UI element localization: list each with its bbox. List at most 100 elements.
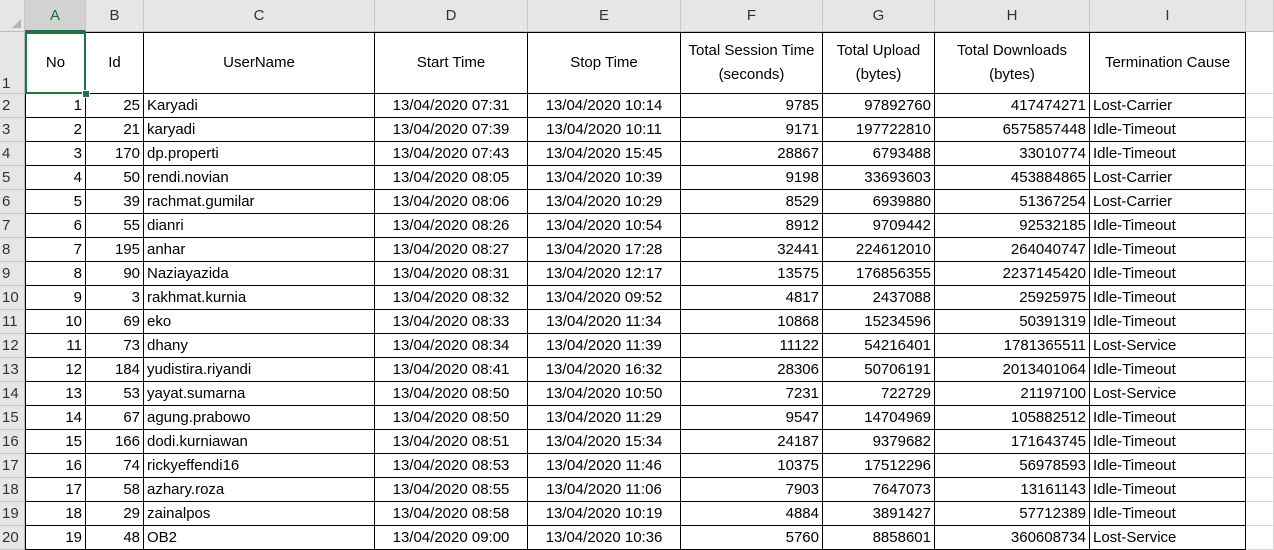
table-cell[interactable]: 3 [86, 286, 144, 310]
table-cell[interactable]: 9 [25, 286, 86, 310]
table-cell[interactable]: 39 [86, 190, 144, 214]
table-cell[interactable]: 166 [86, 430, 144, 454]
table-cell[interactable]: 13/04/2020 10:36 [528, 526, 681, 550]
table-cell[interactable]: 15234596 [823, 310, 935, 334]
table-cell[interactable]: 13/04/2020 10:54 [528, 214, 681, 238]
empty-cell[interactable] [1246, 238, 1274, 262]
table-cell[interactable]: dp.properti [144, 142, 375, 166]
table-cell[interactable]: 1 [25, 94, 86, 118]
table-cell[interactable]: 2 [25, 118, 86, 142]
table-cell[interactable]: 5760 [681, 526, 823, 550]
table-cell[interactable]: 97892760 [823, 94, 935, 118]
table-cell[interactable]: 3891427 [823, 502, 935, 526]
table-cell[interactable]: 13/04/2020 09:52 [528, 286, 681, 310]
table-cell[interactable]: 21 [86, 118, 144, 142]
table-cell[interactable]: 13/04/2020 08:06 [375, 190, 528, 214]
table-cell[interactable]: 13/04/2020 08:50 [375, 382, 528, 406]
table-cell[interactable]: Lost-Service [1090, 526, 1246, 550]
table-header-cell[interactable]: Stop Time [528, 32, 681, 94]
table-cell[interactable]: 8858601 [823, 526, 935, 550]
empty-cell[interactable] [1246, 430, 1274, 454]
table-cell[interactable]: 13/04/2020 08:51 [375, 430, 528, 454]
table-cell[interactable]: rachmat.gumilar [144, 190, 375, 214]
table-cell[interactable]: 264040747 [935, 238, 1090, 262]
table-cell[interactable]: 13/04/2020 08:05 [375, 166, 528, 190]
row-header-2[interactable]: 2 [0, 94, 25, 118]
table-cell[interactable]: 57712389 [935, 502, 1090, 526]
table-cell[interactable]: 13/04/2020 08:31 [375, 262, 528, 286]
row-header-12[interactable]: 12 [0, 334, 25, 358]
table-cell[interactable]: OB2 [144, 526, 375, 550]
empty-cell[interactable] [1246, 502, 1274, 526]
table-cell[interactable]: 224612010 [823, 238, 935, 262]
table-cell[interactable]: 13161143 [935, 478, 1090, 502]
table-cell[interactable]: 73 [86, 334, 144, 358]
table-cell[interactable]: rendi.novian [144, 166, 375, 190]
row-header-20[interactable]: 20 [0, 526, 25, 550]
table-cell[interactable]: 105882512 [935, 406, 1090, 430]
table-header-cell[interactable]: UserName [144, 32, 375, 94]
table-cell[interactable]: 176856355 [823, 262, 935, 286]
empty-cell[interactable] [1246, 358, 1274, 382]
table-cell[interactable]: 6939880 [823, 190, 935, 214]
table-cell[interactable]: 195 [86, 238, 144, 262]
table-cell[interactable]: 21197100 [935, 382, 1090, 406]
table-cell[interactable]: 13/04/2020 09:00 [375, 526, 528, 550]
table-cell[interactable]: 417474271 [935, 94, 1090, 118]
column-header-j[interactable] [1246, 0, 1274, 32]
table-cell[interactable]: 13/04/2020 08:34 [375, 334, 528, 358]
table-cell[interactable]: 197722810 [823, 118, 935, 142]
row-header-17[interactable]: 17 [0, 454, 25, 478]
table-cell[interactable]: Idle-Timeout [1090, 262, 1246, 286]
table-cell[interactable]: Lost-Carrier [1090, 94, 1246, 118]
table-cell[interactable]: 56978593 [935, 454, 1090, 478]
table-cell[interactable]: 13/04/2020 11:29 [528, 406, 681, 430]
table-cell[interactable]: Lost-Carrier [1090, 190, 1246, 214]
table-cell[interactable]: 28867 [681, 142, 823, 166]
table-cell[interactable]: 13/04/2020 08:33 [375, 310, 528, 334]
table-cell[interactable]: Idle-Timeout [1090, 238, 1246, 262]
table-cell[interactable]: 13/04/2020 12:17 [528, 262, 681, 286]
table-cell[interactable]: 11 [25, 334, 86, 358]
table-cell[interactable]: 13/04/2020 08:41 [375, 358, 528, 382]
table-cell[interactable]: 8529 [681, 190, 823, 214]
table-cell[interactable]: Idle-Timeout [1090, 454, 1246, 478]
table-cell[interactable]: 6 [25, 214, 86, 238]
table-cell[interactable]: Idle-Timeout [1090, 478, 1246, 502]
select-all-corner[interactable] [0, 0, 25, 32]
table-cell[interactable]: 32441 [681, 238, 823, 262]
table-cell[interactable]: Idle-Timeout [1090, 286, 1246, 310]
table-cell[interactable]: 6793488 [823, 142, 935, 166]
table-cell[interactable]: 13/04/2020 15:45 [528, 142, 681, 166]
table-cell[interactable]: 55 [86, 214, 144, 238]
table-header-cell[interactable]: Total Downloads (bytes) [935, 32, 1090, 94]
table-cell[interactable]: Idle-Timeout [1090, 430, 1246, 454]
table-cell[interactable]: 13 [25, 382, 86, 406]
table-cell[interactable]: 58 [86, 478, 144, 502]
table-cell[interactable]: 4817 [681, 286, 823, 310]
row-header-19[interactable]: 19 [0, 502, 25, 526]
table-cell[interactable]: 29 [86, 502, 144, 526]
table-cell[interactable]: 13/04/2020 08:55 [375, 478, 528, 502]
table-cell[interactable]: yayat.sumarna [144, 382, 375, 406]
table-cell[interactable]: 17512296 [823, 454, 935, 478]
table-cell[interactable]: Lost-Carrier [1090, 166, 1246, 190]
table-cell[interactable]: 18 [25, 502, 86, 526]
table-cell[interactable]: 13/04/2020 17:28 [528, 238, 681, 262]
row-header-7[interactable]: 7 [0, 214, 25, 238]
table-cell[interactable]: Idle-Timeout [1090, 310, 1246, 334]
table-cell[interactable]: Lost-Service [1090, 334, 1246, 358]
table-cell[interactable]: 8 [25, 262, 86, 286]
table-cell[interactable]: azhary.roza [144, 478, 375, 502]
table-cell[interactable]: 360608734 [935, 526, 1090, 550]
table-cell[interactable]: 67 [86, 406, 144, 430]
row-header-15[interactable]: 15 [0, 406, 25, 430]
table-cell[interactable]: 13/04/2020 07:31 [375, 94, 528, 118]
table-cell[interactable]: eko [144, 310, 375, 334]
table-cell[interactable]: 13/04/2020 11:06 [528, 478, 681, 502]
table-cell[interactable]: dianri [144, 214, 375, 238]
table-header-cell[interactable]: Start Time [375, 32, 528, 94]
row-header-10[interactable]: 10 [0, 286, 25, 310]
table-cell[interactable]: 13/04/2020 11:46 [528, 454, 681, 478]
table-cell[interactable]: 8912 [681, 214, 823, 238]
